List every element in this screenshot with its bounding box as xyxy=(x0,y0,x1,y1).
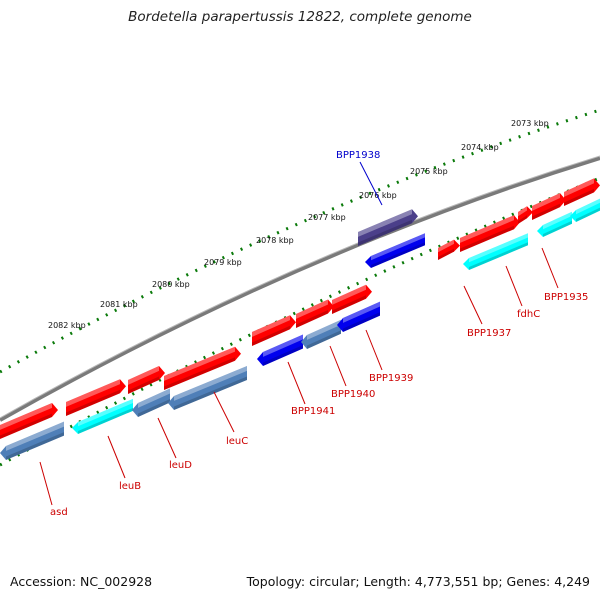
gene-arrow-forward xyxy=(564,178,600,206)
gene-arrow-forward xyxy=(460,215,520,252)
scale-tick-label: 2073 kbp xyxy=(511,119,549,128)
gene-label: BPP1937 xyxy=(467,328,511,339)
gene-label-leader xyxy=(157,417,177,459)
gene-label-leader xyxy=(359,161,383,206)
gene-arrow-forward xyxy=(252,315,296,346)
gene-label-leader xyxy=(213,391,235,433)
genome-backbone-highlight xyxy=(0,155,600,419)
scale-tick-label: 2082 kbp xyxy=(48,321,86,330)
gene-label-leader xyxy=(505,265,523,307)
genome-backbone xyxy=(0,156,600,422)
gene-arrow-reverse xyxy=(168,365,247,410)
gene-label: BPP1941 xyxy=(291,406,335,417)
genome-summary-text: Topology: circular; Length: 4,773,551 bp… xyxy=(246,574,590,589)
gene-label: BPP1935 xyxy=(544,292,588,303)
gene-label: BPP1938 xyxy=(336,150,380,161)
gene-label: BPP1939 xyxy=(369,373,413,384)
gene-label: BPP1940 xyxy=(331,389,375,400)
gene-arrow-forward xyxy=(0,402,58,439)
gene-arrow-reverse-blue xyxy=(337,301,380,332)
gene-arrow-reverse-cyan xyxy=(72,398,133,434)
gene-label-leader xyxy=(107,435,126,479)
gene-arrow-forward xyxy=(296,299,334,328)
gene-label-leader xyxy=(541,247,559,289)
gene-arrow-forward xyxy=(66,379,126,416)
gene-arrow-reverse-blue xyxy=(257,334,303,366)
scale-tick-label: 2077 kbp xyxy=(308,213,346,222)
gene-label-leader xyxy=(39,461,53,506)
gene-arrow-reverse-blue xyxy=(365,233,425,268)
gene-label: fdhC xyxy=(517,309,540,320)
scale-tick-label: 2074 kbp xyxy=(461,143,499,152)
scale-tick-label: 2079 kbp xyxy=(204,258,242,267)
gene-label-leader xyxy=(287,361,306,405)
gene-label: leuB xyxy=(119,481,141,492)
gene-arrow-reverse xyxy=(132,388,170,417)
gene-arrow-reverse xyxy=(0,421,64,460)
scale-tick-label: 2080 kbp xyxy=(152,280,190,289)
gene-arrow-forward xyxy=(332,284,372,314)
gene-label: leuD xyxy=(169,460,192,471)
gene-arrow-reverse-cyan xyxy=(537,211,572,237)
gene-arrow-forward xyxy=(438,239,460,260)
gene-arrow-reverse xyxy=(301,319,341,349)
gene-arrow-forward xyxy=(164,346,241,390)
gene-arrow-reverse-cyan xyxy=(570,198,600,222)
gene-arrow-highlight xyxy=(358,209,418,246)
gene-label-leader xyxy=(365,329,383,371)
map-title: Bordetella parapertussis 12822, complete… xyxy=(128,9,472,25)
scale-tick-label: 2081 kbp xyxy=(100,300,138,309)
gene-arrow-reverse-cyan xyxy=(463,233,528,270)
gene-arrow-forward xyxy=(518,206,533,224)
accession-text: Accession: NC_002928 xyxy=(10,574,153,589)
scale-tick-label: 2075 kbp xyxy=(410,167,448,176)
gene-label-leader xyxy=(463,285,483,325)
gene-label-leader xyxy=(329,345,347,387)
gene-label: leuC xyxy=(226,436,248,447)
scale-tick-label: 2078 kbp xyxy=(256,236,294,245)
gene-arrow-forward xyxy=(128,365,165,394)
scale-tick-label: 2076 kbp xyxy=(359,191,397,200)
gene-label: asd xyxy=(50,507,68,518)
gene-arrow-forward xyxy=(532,193,566,220)
